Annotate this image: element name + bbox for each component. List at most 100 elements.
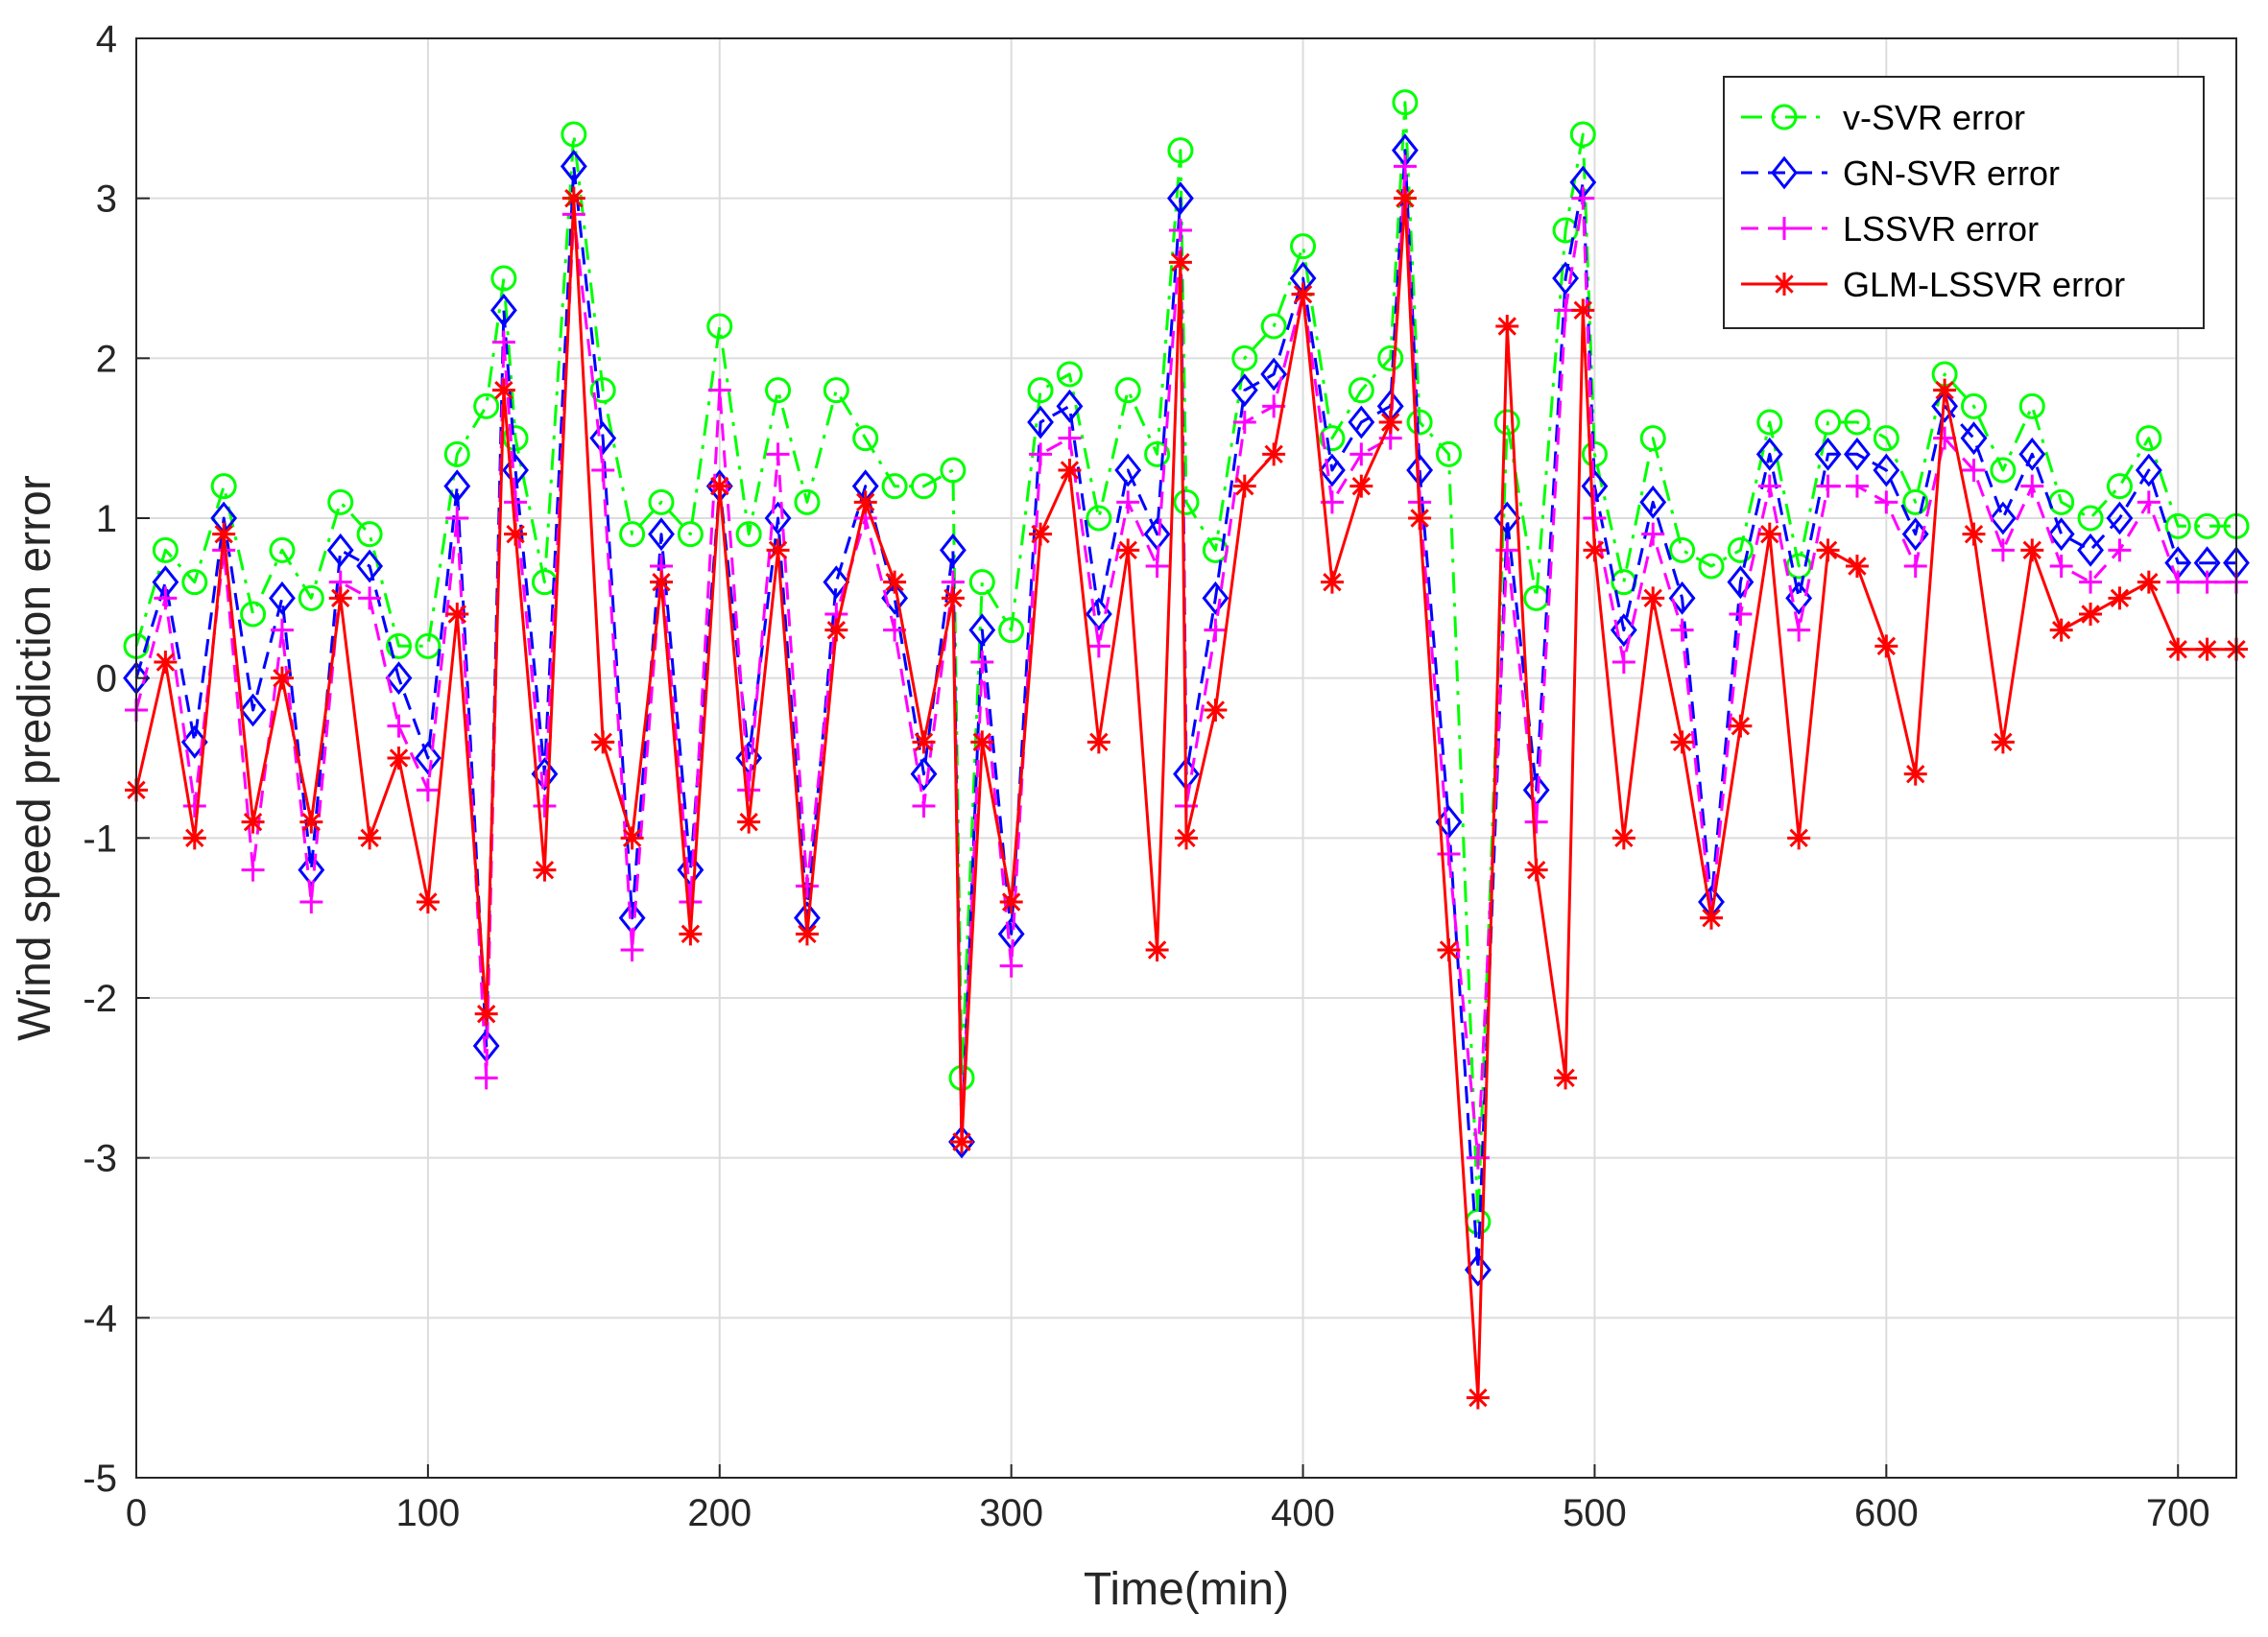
legend-marker — [1773, 217, 1796, 240]
data-point — [533, 858, 557, 882]
data-point — [1406, 409, 1433, 436]
y-tick-label: 4 — [96, 18, 117, 60]
data-point — [1202, 581, 1229, 615]
data-point — [1961, 392, 1987, 419]
data-point — [1755, 437, 1783, 471]
data-point — [823, 377, 849, 404]
data-point — [328, 586, 352, 610]
data-point — [1167, 181, 1194, 216]
data-point — [1260, 313, 1287, 340]
data-point — [474, 1066, 498, 1090]
data-point — [1230, 373, 1258, 408]
data-point — [1056, 389, 1084, 423]
data-point — [707, 474, 731, 498]
legend-marker — [1771, 104, 1798, 130]
data-point — [2018, 437, 2046, 471]
data-point — [1729, 603, 1753, 626]
data-point — [270, 666, 294, 690]
y-tick-label: 1 — [96, 498, 117, 540]
data-point — [881, 473, 908, 500]
data-point — [473, 392, 500, 419]
legend-marker — [1773, 273, 1796, 296]
data-point — [2166, 637, 2190, 661]
data-point — [998, 617, 1025, 644]
x-tick-label: 500 — [1563, 1492, 1627, 1534]
data-point — [1377, 344, 1404, 371]
data-point — [2195, 637, 2219, 661]
data-point — [1493, 501, 1521, 535]
data-point — [2049, 618, 2073, 642]
data-point — [912, 730, 936, 754]
y-tick-label: 0 — [96, 658, 117, 700]
data-point — [1393, 186, 1417, 210]
data-point — [1378, 411, 1402, 434]
x-tick-label: 700 — [2146, 1492, 2210, 1534]
data-point — [999, 890, 1023, 913]
data-point — [387, 747, 411, 770]
data-point — [1348, 377, 1374, 404]
data-point — [358, 826, 382, 850]
data-point — [2106, 501, 2134, 535]
data-point — [269, 581, 296, 615]
data-point — [1727, 536, 1754, 563]
data-point — [1392, 89, 1419, 116]
data-point — [298, 584, 324, 611]
data-point — [1029, 442, 1053, 466]
plot-frame — [135, 37, 2237, 1479]
data-point — [1668, 581, 1696, 615]
data-point — [619, 521, 646, 548]
data-point — [939, 533, 967, 567]
data-point — [1058, 459, 1082, 482]
data-point — [1931, 389, 1959, 423]
data-point — [358, 586, 382, 610]
data-point — [2079, 603, 2103, 626]
data-point — [1729, 714, 1753, 738]
data-point — [504, 522, 528, 546]
x-tick-label: 600 — [1854, 1492, 1919, 1534]
data-point — [1058, 426, 1082, 450]
data-point — [502, 425, 529, 452]
x-tick-label: 0 — [126, 1492, 147, 1534]
data-point — [298, 853, 325, 888]
data-point — [970, 651, 994, 674]
data-point — [1873, 425, 1899, 452]
data-point — [2137, 490, 2161, 514]
data-point — [443, 469, 471, 504]
data-point — [1232, 411, 1256, 434]
data-point — [853, 490, 877, 514]
data-point — [1844, 409, 1871, 436]
data-point — [2108, 538, 2132, 562]
ticks: 0 100 200 300 400 500 600 700 -5 -4 -3 -2 -1 0 1 2 3 4 — [83, 18, 2209, 1534]
data-point — [824, 618, 848, 642]
data-point — [2195, 570, 2219, 594]
legend-label: LSSVR error — [1843, 209, 2039, 249]
data-point — [2020, 538, 2044, 562]
data-point — [1262, 442, 1286, 466]
data-point — [1571, 298, 1595, 322]
data-point — [490, 265, 517, 292]
y-tick-label: -1 — [83, 818, 117, 860]
data-point — [999, 954, 1023, 978]
data-point — [1552, 261, 1579, 296]
data-point — [1700, 906, 1723, 930]
data-point — [1393, 154, 1417, 178]
data-point — [152, 536, 179, 563]
data-point — [1406, 453, 1434, 487]
data-point — [1260, 357, 1288, 391]
data-point — [1204, 699, 1228, 722]
data-point — [1145, 938, 1169, 961]
data-point — [154, 651, 178, 674]
data-point — [269, 536, 296, 563]
data-point — [1554, 1066, 1578, 1090]
data-point — [1583, 538, 1607, 562]
data-point — [591, 459, 615, 482]
data-point — [1116, 538, 1140, 562]
data-point — [1524, 810, 1548, 834]
data-point — [941, 586, 965, 610]
data-point — [1991, 730, 2015, 754]
data-point — [912, 795, 936, 818]
data-point — [181, 569, 208, 596]
data-point — [737, 810, 761, 834]
data-point — [1845, 474, 1869, 498]
